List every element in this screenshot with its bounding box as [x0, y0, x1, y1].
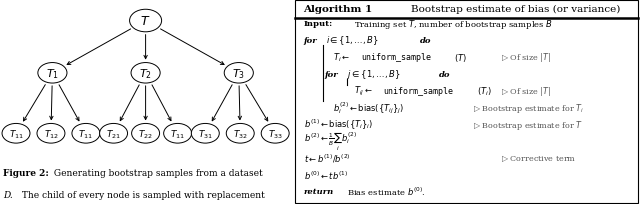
Circle shape [261, 124, 289, 143]
Text: Algorithm 1: Algorithm 1 [303, 5, 372, 14]
Text: $T_{33}$: $T_{33}$ [268, 128, 283, 140]
Circle shape [72, 124, 100, 143]
Text: The child of every node is sampled with replacement: The child of every node is sampled with … [19, 190, 265, 199]
Circle shape [227, 124, 254, 143]
Text: $T$: $T$ [140, 15, 151, 28]
Text: $b^{(2)} \leftarrow \frac{1}{B} \sum_i b_i^{(2)}$: $b^{(2)} \leftarrow \frac{1}{B} \sum_i b… [303, 130, 357, 152]
Text: $\triangleright$ Bootstrap estimate for $T_i$: $\triangleright$ Bootstrap estimate for … [474, 101, 584, 114]
Text: $T_{31}$: $T_{31}$ [198, 128, 212, 140]
Text: Figure 2:: Figure 2: [3, 168, 49, 177]
Text: $(T)$: $(T)$ [454, 52, 467, 63]
Circle shape [224, 63, 253, 84]
Text: uniform_sample: uniform_sample [383, 86, 453, 95]
Text: $b^{(0)} \leftarrow tb^{(1)}$: $b^{(0)} \leftarrow tb^{(1)}$ [303, 169, 348, 181]
Text: $T_1$: $T_1$ [46, 67, 59, 80]
Text: Generating bootstrap samples from a dataset: Generating bootstrap samples from a data… [51, 168, 262, 177]
Circle shape [38, 63, 67, 84]
Text: for: for [324, 70, 338, 78]
Text: $j \in \{1, \ldots, B\}$: $j \in \{1, \ldots, B\}$ [347, 68, 401, 81]
Text: $T_{32}$: $T_{32}$ [233, 128, 248, 140]
Text: $\triangleright$ Of size $|T|$: $\triangleright$ Of size $|T|$ [501, 84, 552, 98]
Circle shape [191, 124, 220, 143]
Text: $T_{11}$: $T_{11}$ [8, 128, 24, 140]
Circle shape [37, 124, 65, 143]
Text: Training set $T$, number of bootstrap samples $B$: Training set $T$, number of bootstrap sa… [354, 18, 553, 31]
Circle shape [2, 124, 30, 143]
Text: $b_i^{(2)} \leftarrow \mathrm{bias}(\{T_{ij}\}_j)$: $b_i^{(2)} \leftarrow \mathrm{bias}(\{T_… [333, 100, 404, 115]
Text: for: for [303, 37, 317, 45]
Text: $T_2$: $T_2$ [139, 67, 152, 80]
Circle shape [164, 124, 191, 143]
Text: $i \in \{1, \ldots, B\}$: $i \in \{1, \ldots, B\}$ [326, 34, 379, 47]
Text: $b^{(1)} \leftarrow \mathrm{bias}(\{T_i\}_i)$: $b^{(1)} \leftarrow \mathrm{bias}(\{T_i\… [303, 117, 373, 132]
Text: uniform_sample: uniform_sample [361, 53, 431, 62]
Text: $T_i \leftarrow$: $T_i \leftarrow$ [333, 51, 352, 64]
Text: $t \leftarrow b^{(1)}/b^{(2)}$: $t \leftarrow b^{(1)}/b^{(2)}$ [303, 152, 350, 164]
Text: $T_{11}$: $T_{11}$ [170, 128, 185, 140]
Text: Input:: Input: [303, 20, 333, 28]
Text: do: do [439, 70, 451, 78]
Text: return: return [303, 187, 334, 195]
Text: $T_{11}$: $T_{11}$ [79, 128, 93, 140]
Text: $\triangleright$ Corrective term: $\triangleright$ Corrective term [501, 152, 577, 163]
Text: $T_{22}$: $T_{22}$ [138, 128, 153, 140]
Text: $T_{ij} \leftarrow$: $T_{ij} \leftarrow$ [354, 84, 375, 98]
Circle shape [100, 124, 127, 143]
Text: $T_{12}$: $T_{12}$ [44, 128, 58, 140]
Circle shape [131, 63, 160, 84]
Circle shape [132, 124, 159, 143]
Text: Bootstrap estimate of bias (or variance): Bootstrap estimate of bias (or variance) [411, 5, 620, 14]
Text: D.: D. [3, 190, 13, 199]
Text: $\triangleright$ Of size $|T|$: $\triangleright$ Of size $|T|$ [501, 51, 552, 64]
Text: Bias estimate $b^{(0)}$.: Bias estimate $b^{(0)}$. [347, 185, 426, 197]
Text: $T_3$: $T_3$ [232, 67, 245, 80]
Text: $\triangleright$ Bootstrap estimate for $T$: $\triangleright$ Bootstrap estimate for … [474, 118, 584, 131]
Text: $T_{21}$: $T_{21}$ [106, 128, 121, 140]
Text: $(T_i)$: $(T_i)$ [477, 85, 492, 97]
Circle shape [129, 10, 162, 33]
Text: do: do [420, 37, 431, 45]
